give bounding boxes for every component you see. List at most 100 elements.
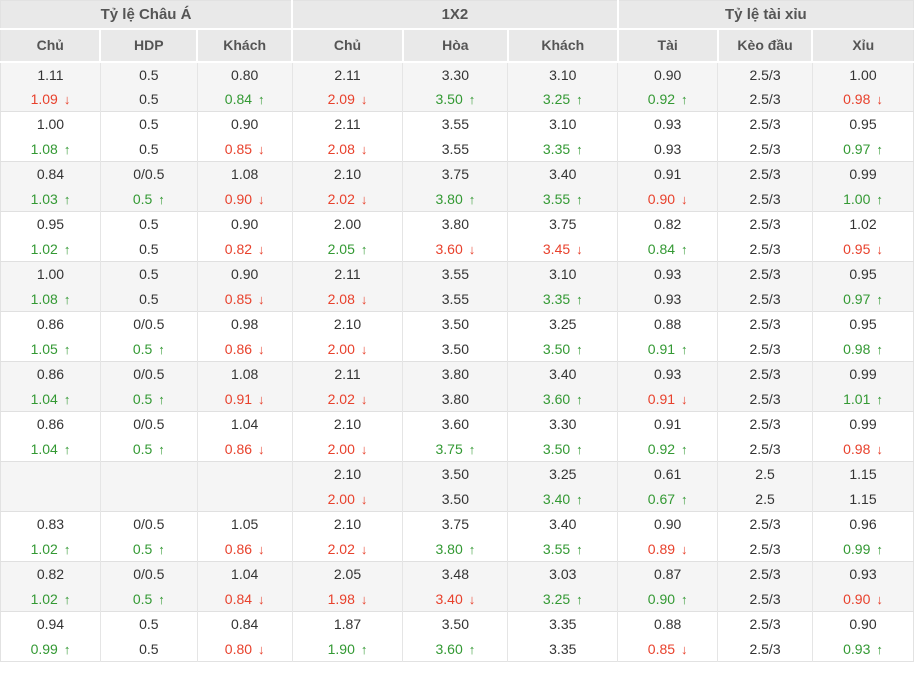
odds-value: 1.98 [327, 590, 355, 607]
odds-cell: 0.99 [812, 411, 914, 437]
odds-cell: 0.85 ↓ [617, 636, 719, 662]
odds-value: 0.95 [843, 240, 871, 257]
odds-cell: 0.93 [617, 136, 719, 162]
odds-value: 1.08 [231, 166, 259, 183]
odds-value: 0.5 [139, 266, 159, 283]
odds-value: 0.90 [647, 190, 676, 207]
odds-cell: 0.5 [100, 611, 198, 637]
odds-cell: 0.92 ↑ [617, 436, 719, 462]
odds-value: 0.92 [647, 90, 676, 107]
odds-cell: 2.5/3 [717, 436, 813, 462]
odds-cell: 1.04 ↑ [0, 386, 101, 412]
odds-value: 2.00 [327, 490, 355, 507]
odds-value: 2.10 [333, 166, 362, 183]
odds-cell: 0/0.5 [100, 361, 198, 387]
odds-value: 0.97 [843, 140, 871, 157]
up-arrow-icon: ↑ [63, 291, 71, 307]
odds-value: 0.93 [654, 366, 682, 383]
odds-cell: 0.84 ↑ [617, 236, 719, 262]
odds-value: 3.55 [441, 266, 469, 283]
odds-cell: 2.5/3 [717, 361, 813, 387]
odds-cell: 2.5 [717, 486, 813, 512]
odds-cell: 3.03 [507, 561, 619, 587]
odds-cell: 1.03 ↑ [0, 186, 101, 212]
odds-cell: 2.5/3 [717, 211, 813, 237]
odds-value: 2.02 [327, 390, 355, 407]
up-arrow-icon: ↑ [63, 241, 71, 257]
column-header-ou-under: Xỉu [812, 28, 914, 63]
odds-value: 3.25 [542, 590, 571, 607]
up-arrow-icon: ↑ [258, 91, 265, 107]
odds-value: 3.55 [441, 290, 469, 307]
down-arrow-icon: ↓ [681, 391, 688, 407]
odds-cell: 0.94 [0, 611, 101, 637]
odds-cell: 3.55 ↑ [507, 186, 619, 212]
odds-value: 0/0.5 [133, 316, 165, 333]
odds-cell: 1.15 [812, 461, 914, 487]
odds-cell: 0.5 [100, 286, 198, 312]
odds-cell: 0.83 [0, 511, 101, 537]
odds-cell: 3.40 [507, 161, 619, 187]
up-arrow-icon: ↑ [158, 391, 165, 407]
odds-value: 0.86 [36, 366, 65, 383]
odds-value: 1.02 [849, 216, 877, 233]
down-arrow-icon: ↓ [258, 291, 265, 307]
odds-cell: 0.82 ↓ [197, 236, 293, 262]
odds-cell: 3.80 ↑ [402, 536, 509, 562]
odds-value: 3.50 [441, 340, 469, 357]
odds-value: 2.5/3 [749, 590, 781, 607]
odds-value: 3.40 [549, 516, 577, 533]
odds-cell: 2.02 ↓ [292, 186, 404, 212]
odds-value: 2.00 [333, 216, 362, 233]
odds-value: 2.5/3 [749, 516, 781, 533]
up-arrow-icon: ↑ [576, 341, 583, 357]
odds-cell: 1.00 ↑ [812, 186, 914, 212]
up-arrow-icon: ↑ [876, 391, 883, 407]
odds-cell: 2.5/3 [717, 511, 813, 537]
odds-cell: 1.09 ↓ [0, 86, 101, 112]
down-arrow-icon: ↓ [876, 91, 883, 107]
odds-value: 3.50 [435, 90, 463, 107]
odds-value: 2.5/3 [749, 390, 781, 407]
odds-value: 1.87 [333, 616, 362, 633]
odds-cell: 0.5 [100, 61, 198, 87]
up-arrow-icon: ↑ [876, 191, 883, 207]
odds-cell: 0.5 [100, 211, 198, 237]
odds-value: 3.40 [542, 490, 571, 507]
odds-value: 3.55 [542, 190, 571, 207]
odds-cell: 1.11 [0, 61, 101, 87]
odds-value: 2.10 [333, 316, 362, 333]
odds-value: 0.95 [849, 316, 877, 333]
odds-cell: 3.60 [402, 411, 509, 437]
odds-value: 3.30 [441, 66, 469, 83]
table-row: 0.86 0/0.5 1.08 2.11 3.80 3.40 0.93 2.5/3 0.99 [0, 361, 914, 387]
odds-value: 0.84 [224, 590, 253, 607]
odds-value: 0.94 [36, 616, 65, 633]
odds-cell: 0.97 ↑ [812, 136, 914, 162]
odds-cell: 0.90 [197, 261, 293, 287]
odds-value: 3.10 [549, 66, 577, 83]
odds-value: 0.90 [654, 516, 682, 533]
odds-cell: 0/0.5 [100, 511, 198, 537]
odds-cell: 3.45 ↓ [507, 236, 619, 262]
odds-cell: 3.75 [507, 211, 619, 237]
odds-value: 2.5/3 [749, 240, 781, 257]
odds-cell: 1.90 ↑ [292, 636, 404, 662]
odds-value: 3.50 [542, 340, 571, 357]
odds-value: 0.90 [647, 590, 676, 607]
odds-value: 3.35 [549, 640, 577, 657]
table-row: 1.04 ↑ 0.5 ↑ 0.91 ↓ 2.02 ↓ 3.80 3.60 ↑ 0.91 ↓ 2.5/3 1.… [0, 386, 914, 412]
odds-cell: 3.50 ↑ [507, 436, 619, 462]
column-header-ah-hdp: HDP [100, 28, 199, 63]
odds-cell: 0.90 ↓ [617, 186, 719, 212]
down-arrow-icon: ↓ [258, 391, 265, 407]
odds-cell: 1.04 [197, 411, 293, 437]
odds-cell: 0.98 [197, 311, 293, 337]
odds-value: 3.03 [549, 566, 577, 583]
table-row: 1.04 ↑ 0.5 ↑ 0.86 ↓ 2.00 ↓ 3.75 ↑ 3.50 ↑ 0.92 ↑ 2.5/3 0… [0, 436, 914, 462]
odds-cell: 0.84 ↑ [197, 86, 293, 112]
odds-cell: 2.11 [292, 61, 404, 87]
odds-value: 1.00 [843, 190, 871, 207]
odds-cell: 0.93 [617, 361, 719, 387]
odds-cell: 2.5/3 [717, 61, 813, 87]
